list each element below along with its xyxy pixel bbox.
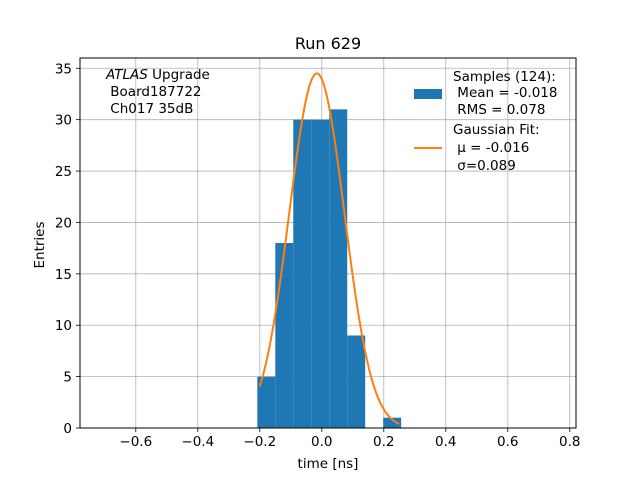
histogram-bar xyxy=(329,109,348,428)
x-axis-label: time [ns] xyxy=(298,456,359,472)
atlas-annotation: ATLAS Upgrade Board187722 Ch017 35dB xyxy=(105,67,210,117)
y-tick-label: 0 xyxy=(63,421,72,437)
channel-label: Ch017 35dB xyxy=(106,101,193,117)
upgrade-label: Upgrade xyxy=(148,67,210,83)
chart-title: Run 629 xyxy=(295,34,361,53)
y-axis-label: Entries xyxy=(32,221,48,268)
gaussian-fit xyxy=(258,72,400,425)
legend-mean-label: Mean = -0.018 xyxy=(453,85,558,101)
x-tick-label: 0.4 xyxy=(435,434,456,450)
histogram-bar xyxy=(275,243,294,428)
y-tick-label: 20 xyxy=(55,215,72,231)
legend-mu-label: μ = -0.016 xyxy=(453,140,529,156)
histogram-bar xyxy=(293,119,312,429)
x-tick-label: −0.4 xyxy=(181,434,214,450)
histogram-bar xyxy=(257,376,276,428)
y-tick-label: 5 xyxy=(63,370,72,386)
y-tick-label: 35 xyxy=(55,61,72,77)
x-tick-label: 0.6 xyxy=(497,434,518,450)
x-tick-label: 0.0 xyxy=(311,434,332,450)
x-tick-label: −0.6 xyxy=(119,434,152,450)
histogram-bar xyxy=(383,417,402,428)
legend-sigma-label: σ=0.089 xyxy=(453,158,516,174)
y-tick-label: 30 xyxy=(55,113,72,129)
legend: Samples (124): Mean = -0.018 RMS = 0.078… xyxy=(414,69,558,174)
board-label: Board187722 xyxy=(106,84,202,100)
y-tick-label: 25 xyxy=(55,164,72,180)
fit-curve xyxy=(258,72,400,425)
x-tick-label: −0.2 xyxy=(243,434,276,450)
x-tick-label: 0.8 xyxy=(559,434,580,450)
histogram-bars xyxy=(257,109,402,429)
histogram-bar xyxy=(347,335,366,428)
atlas-label: ATLAS xyxy=(105,67,148,83)
legend-rms-label: RMS = 0.078 xyxy=(453,102,545,118)
svg-text:ATLAS Upgrade: ATLAS Upgrade xyxy=(105,67,210,83)
x-tick-label: 0.2 xyxy=(373,434,394,450)
legend-fit-label: Gaussian Fit: xyxy=(453,122,540,138)
y-tick-label: 10 xyxy=(55,318,72,334)
y-axis: 0 5 10 15 20 25 30 35 xyxy=(55,61,80,437)
plot-frame xyxy=(79,57,577,429)
legend-samples-label: Samples (124): xyxy=(453,69,556,85)
histogram-bar xyxy=(311,119,330,429)
x-axis: −0.6 −0.4 −0.2 0.0 0.2 0.4 0.6 0.8 xyxy=(119,428,581,450)
legend-samples-swatch xyxy=(414,89,442,99)
y-tick-label: 15 xyxy=(55,267,72,283)
